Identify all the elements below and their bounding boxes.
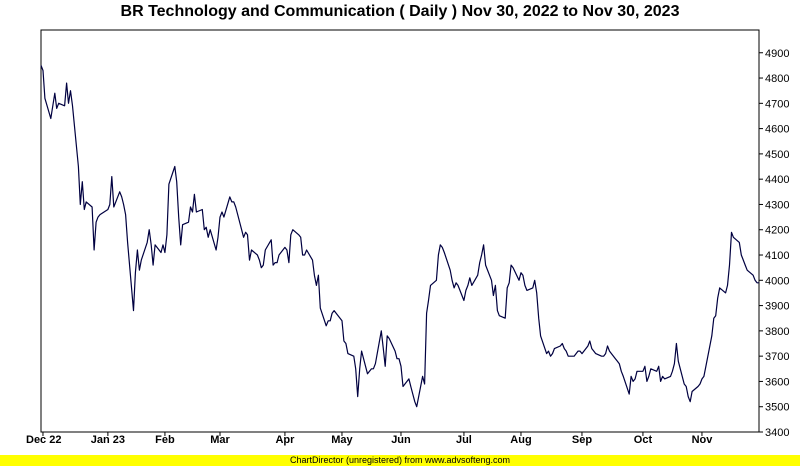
x-tick-label: Sep: [572, 434, 592, 446]
y-tick-label: 4100: [765, 250, 789, 262]
x-tick-label: Mar: [210, 434, 230, 446]
x-tick-label: Jan 23: [91, 434, 125, 446]
x-tick-label: Dec 22: [26, 434, 61, 446]
x-tick-label: May: [331, 434, 353, 446]
x-tick-label: Apr: [275, 434, 295, 446]
y-tick-label: 4900: [765, 48, 789, 60]
y-tick-label: 3900: [765, 301, 789, 313]
y-tick-label: 4200: [765, 225, 789, 237]
y-tick-label: 4400: [765, 174, 789, 186]
plot-background: [41, 30, 759, 432]
y-tick-label: 4500: [765, 149, 789, 161]
chart-title: BR Technology and Communication ( Daily …: [120, 3, 680, 20]
y-tick-label: 4000: [765, 275, 789, 287]
x-tick-label: Jun: [391, 434, 411, 446]
y-tick-label: 3600: [765, 376, 789, 388]
x-tick-label: Nov: [692, 434, 714, 446]
x-tick-label: Aug: [510, 434, 531, 446]
y-tick-label: 3800: [765, 326, 789, 338]
y-tick-label: 4800: [765, 73, 789, 85]
y-tick-label: 4600: [765, 124, 789, 136]
plot-border: [40, 29, 760, 433]
x-tick-label: Jul: [456, 434, 472, 446]
y-tick-label: 4300: [765, 199, 789, 211]
y-tick-label: 3700: [765, 351, 789, 363]
y-tick-label: 4700: [765, 98, 789, 110]
x-tick-label: Feb: [155, 434, 175, 446]
y-tick-label: 3400: [765, 427, 789, 439]
x-tick-label: Oct: [634, 434, 653, 446]
y-tick-label: 3500: [765, 402, 789, 414]
chartdirector-footer: ChartDirector (unregistered) from www.ad…: [0, 455, 800, 466]
price-series-line: [40, 65, 759, 408]
